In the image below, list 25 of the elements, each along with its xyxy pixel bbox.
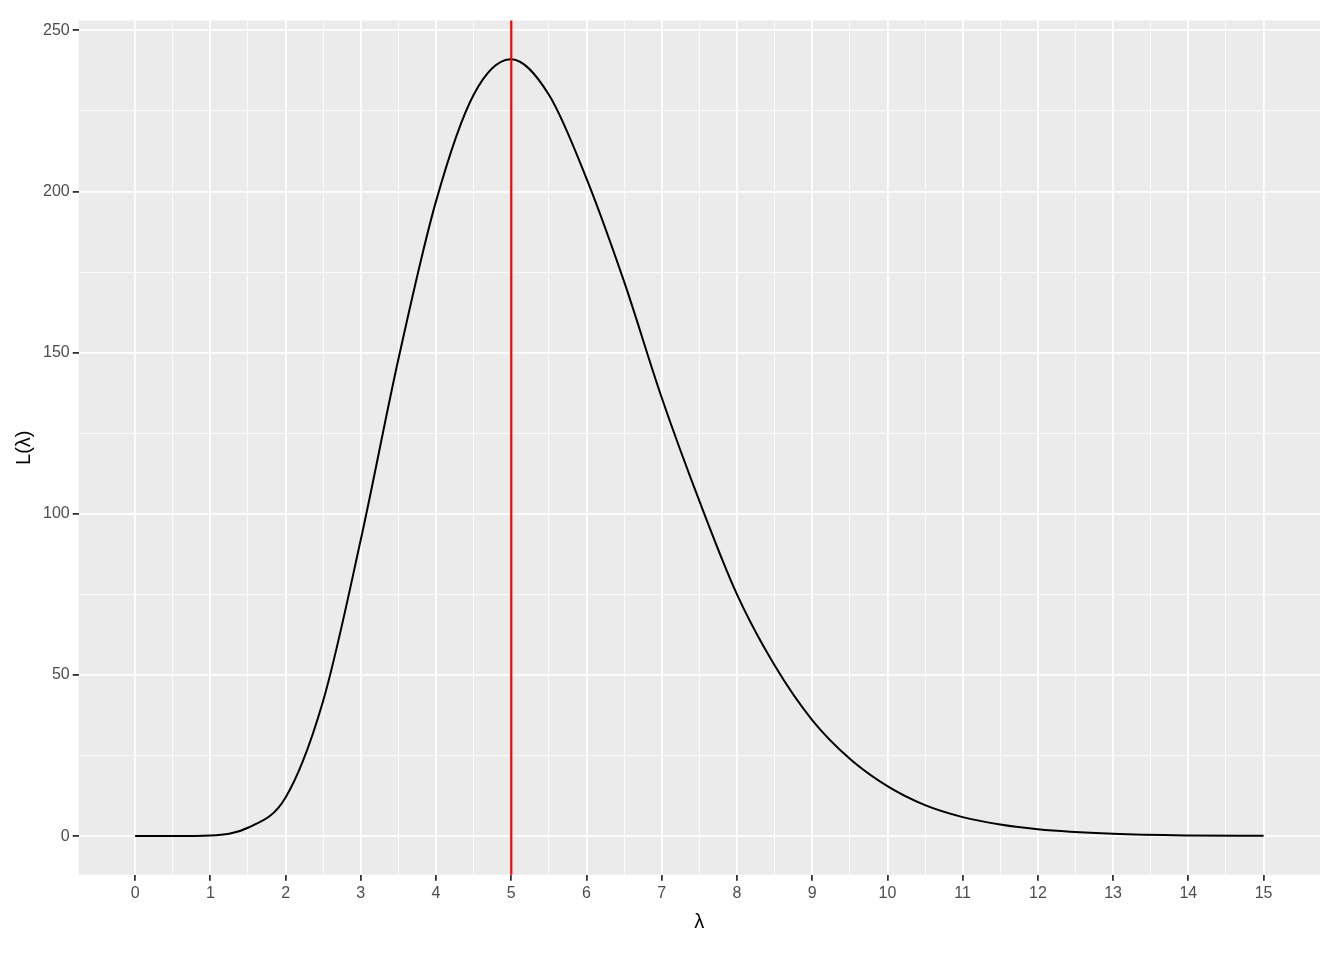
x-tick-label: 13 bbox=[1104, 883, 1123, 901]
y-tick-label: 200 bbox=[42, 181, 70, 199]
x-tick-label: 2 bbox=[281, 883, 291, 901]
y-tick-label: 250 bbox=[42, 20, 70, 38]
x-tick-label: 7 bbox=[657, 883, 667, 901]
x-tick-label: 4 bbox=[431, 883, 441, 901]
x-tick-label: 1 bbox=[205, 883, 215, 901]
line-series bbox=[134, 58, 1265, 838]
y-tick-label: 0 bbox=[60, 826, 70, 844]
x-tick-label: 5 bbox=[506, 883, 516, 901]
y-tick-label: 50 bbox=[51, 665, 70, 683]
x-tick-label: 9 bbox=[807, 883, 817, 901]
x-tick-label: 0 bbox=[130, 883, 140, 901]
x-tick-label: 10 bbox=[878, 883, 897, 901]
x-tick-label: 15 bbox=[1254, 883, 1273, 901]
x-axis-title: λ bbox=[694, 909, 705, 932]
y-axis-title: L(λ) bbox=[11, 430, 34, 465]
y-tick-label: 100 bbox=[42, 504, 70, 522]
x-tick-label: 11 bbox=[954, 883, 972, 901]
x-tick-label: 14 bbox=[1179, 883, 1198, 901]
x-tick-label: 12 bbox=[1028, 883, 1047, 901]
x-tick-label: 8 bbox=[732, 883, 742, 901]
x-tick-label: 6 bbox=[582, 883, 592, 901]
x-tick-label: 3 bbox=[356, 883, 366, 901]
y-tick-label: 150 bbox=[42, 343, 70, 361]
